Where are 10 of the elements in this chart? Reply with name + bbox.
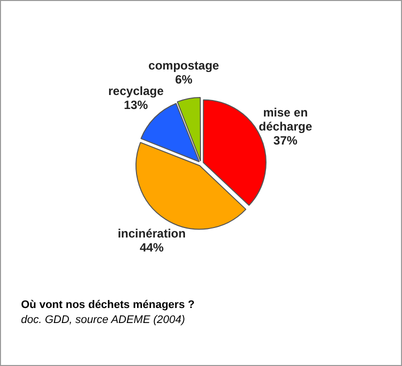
slice-label: recyclage (108, 84, 164, 98)
data-label: 13% (124, 98, 148, 112)
data-label: 6% (175, 72, 193, 86)
text: Où vont nos déchets ménagers ? (21, 299, 195, 311)
slice-label: mise en décharge (258, 105, 312, 134)
data-label: 37% (273, 133, 298, 148)
text: doc. GDD, source ADEME (2004) (21, 314, 186, 326)
slice-label: compostage (148, 58, 220, 72)
data-label: 44% (140, 240, 164, 254)
slice-label: incinération (118, 226, 186, 240)
